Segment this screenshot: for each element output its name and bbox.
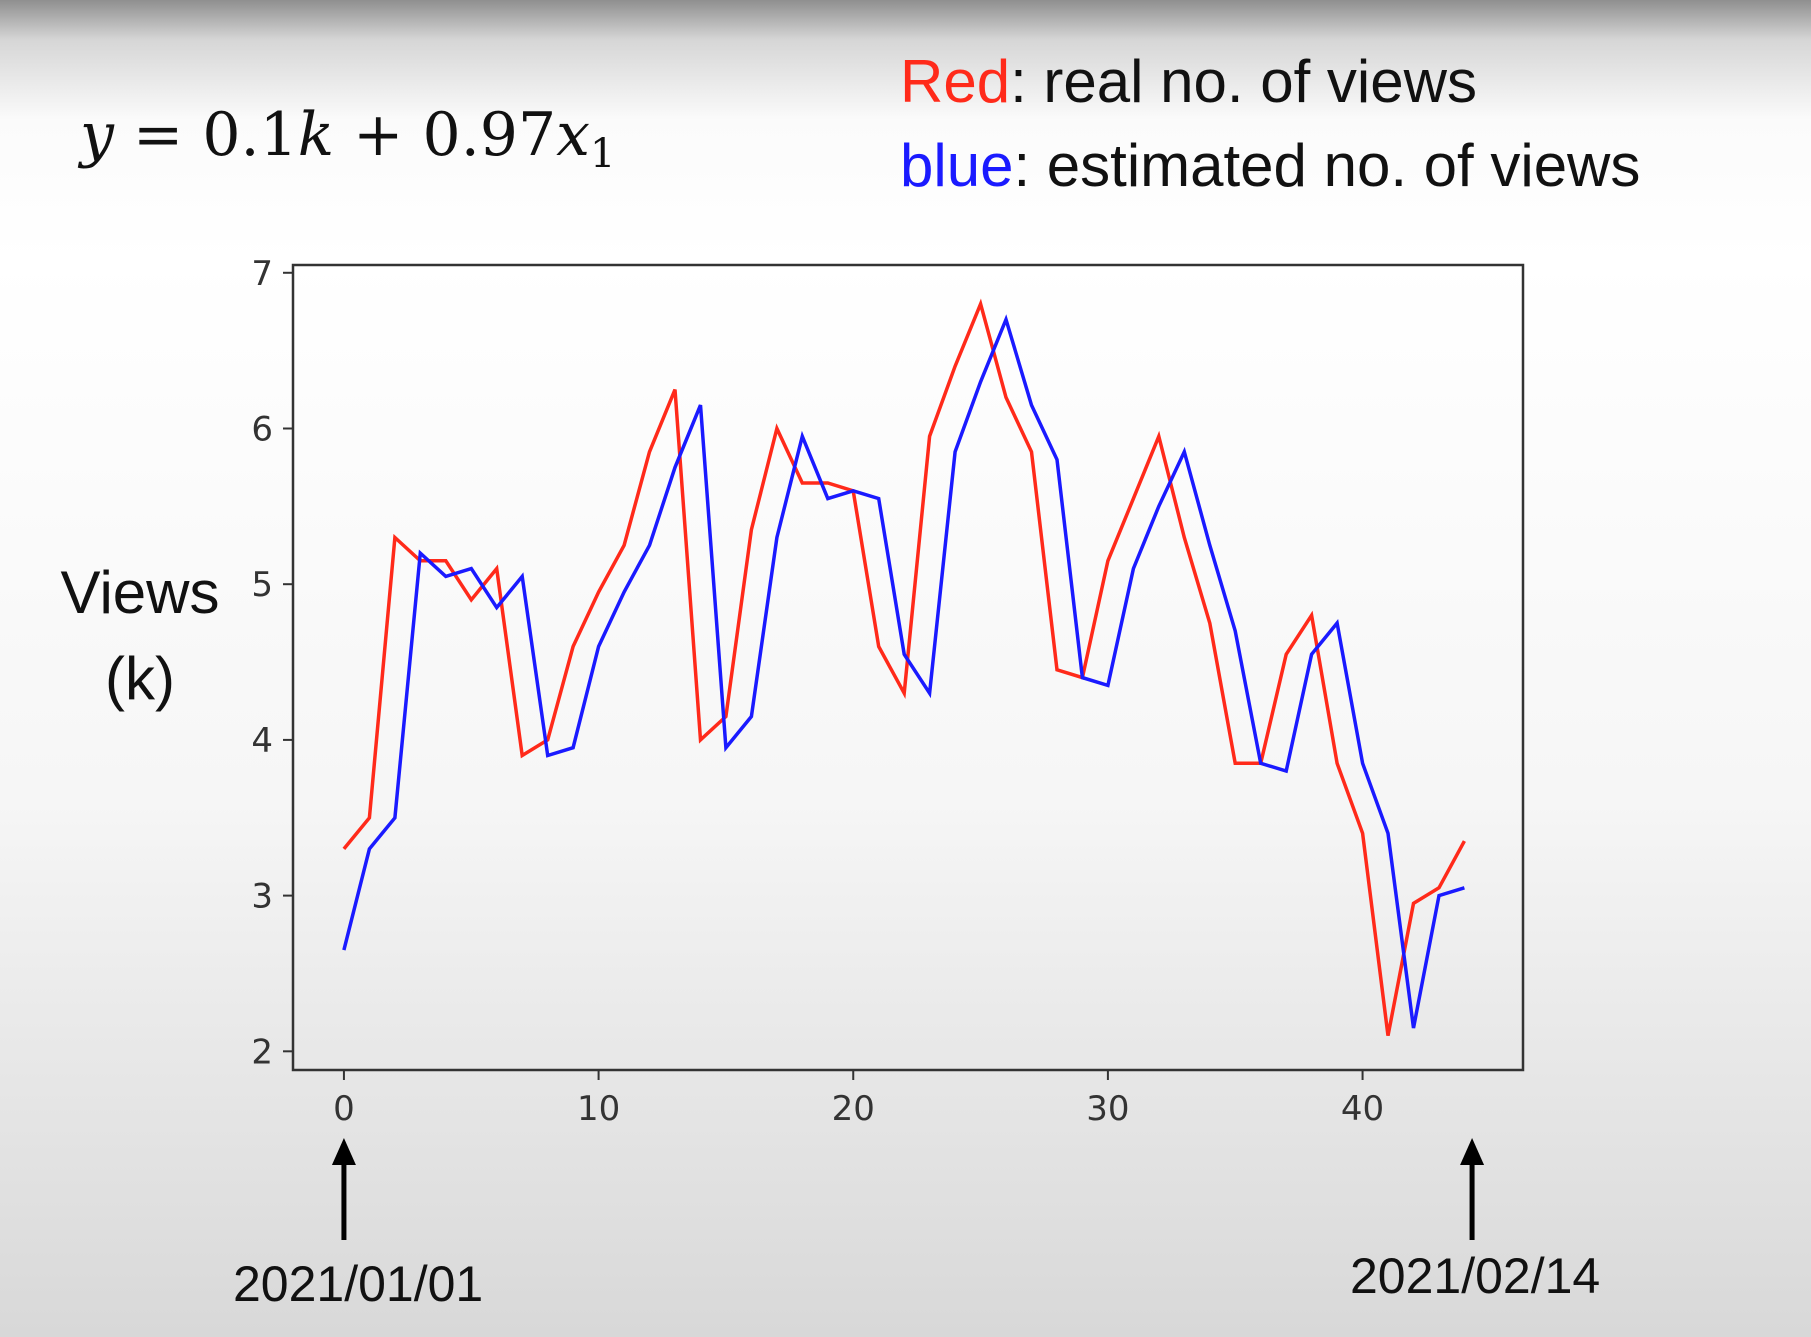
legend-blue-label: blue xyxy=(900,132,1014,199)
y-axis-label-line2: (k) xyxy=(105,645,175,712)
x-tick-label: 20 xyxy=(832,1089,875,1129)
start-date-arrow xyxy=(331,1138,356,1240)
formula-coefficient: 0.97 xyxy=(422,100,557,170)
formula-variable: x xyxy=(556,100,590,170)
formula-constant-unit: k xyxy=(297,100,335,170)
plot-area-frame xyxy=(291,263,1525,1072)
y-tick-label: 2 xyxy=(251,1032,273,1072)
arrow-head xyxy=(331,1138,356,1165)
x-tick-label: 30 xyxy=(1086,1089,1129,1129)
y-tick-label: 3 xyxy=(251,877,273,917)
y-tick-label: 7 xyxy=(251,254,273,294)
formula-lhs: y xyxy=(80,100,114,170)
formula-equals: = xyxy=(113,100,203,170)
ticks-layer: 2 3 4 5 6 7 0 10 20 30 40 xyxy=(251,254,1384,1129)
legend: Red: real no. of views blue: estimated n… xyxy=(900,40,1640,208)
y-tick-label: 6 xyxy=(251,409,273,449)
y-axis-label: Views (k) xyxy=(40,550,240,722)
formula-plus: + xyxy=(334,100,423,170)
series-line-real-views xyxy=(342,298,1466,1037)
formula-subscript: 1 xyxy=(589,131,616,177)
formula-constant: 0.1 xyxy=(202,100,298,170)
legend-blue-desc: : estimated no. of views xyxy=(1013,132,1641,199)
x-tick-label: 40 xyxy=(1341,1089,1384,1129)
legend-red-label: Red xyxy=(900,48,1011,115)
legend-estimated: blue: estimated no. of views xyxy=(900,124,1640,208)
end-date-label: 2021/02/14 xyxy=(1350,1248,1601,1304)
series-line-estimated-views xyxy=(342,314,1465,1029)
series-layer xyxy=(342,298,1466,1037)
regression-formula: y = 0.1k + 0.97x1 xyxy=(80,100,615,177)
end-date-arrow xyxy=(1460,1138,1485,1240)
x-tick-label: 10 xyxy=(577,1089,620,1129)
legend-red-desc: : real no. of views xyxy=(1010,48,1477,115)
y-axis-label-line1: Views xyxy=(60,559,220,626)
y-tick-label: 4 xyxy=(251,721,273,761)
start-date-label: 2021/01/01 xyxy=(233,1256,484,1312)
legend-real: Red: real no. of views xyxy=(900,40,1640,124)
date-arrows xyxy=(331,1138,1485,1240)
y-tick-label: 5 xyxy=(251,565,273,605)
x-tick-label: 0 xyxy=(333,1089,355,1129)
arrow-head xyxy=(1460,1138,1485,1165)
